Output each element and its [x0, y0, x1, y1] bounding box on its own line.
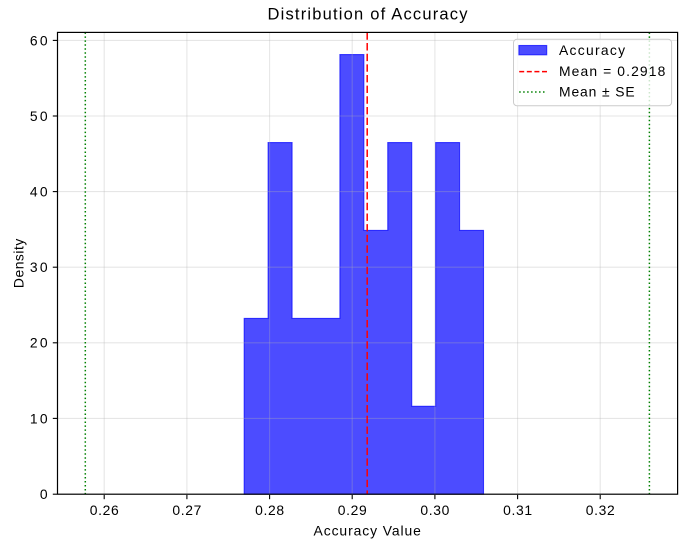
svg-text:0: 0 [40, 486, 48, 502]
svg-text:0.27: 0.27 [172, 502, 201, 518]
svg-text:Distribution of Accuracy: Distribution of Accuracy [268, 5, 469, 23]
svg-text:Mean ± SE: Mean ± SE [559, 84, 635, 100]
svg-text:0.31: 0.31 [503, 502, 532, 518]
svg-text:0.32: 0.32 [586, 502, 615, 518]
svg-text:Accuracy: Accuracy [559, 42, 625, 58]
svg-text:Mean = 0.2918: Mean = 0.2918 [559, 63, 666, 79]
svg-text:0.26: 0.26 [90, 502, 119, 518]
svg-text:0.28: 0.28 [255, 502, 284, 518]
svg-text:0.29: 0.29 [338, 502, 367, 518]
svg-text:0.30: 0.30 [420, 502, 449, 518]
svg-text:Accuracy Value: Accuracy Value [314, 523, 422, 539]
svg-text:Density: Density [11, 239, 27, 288]
